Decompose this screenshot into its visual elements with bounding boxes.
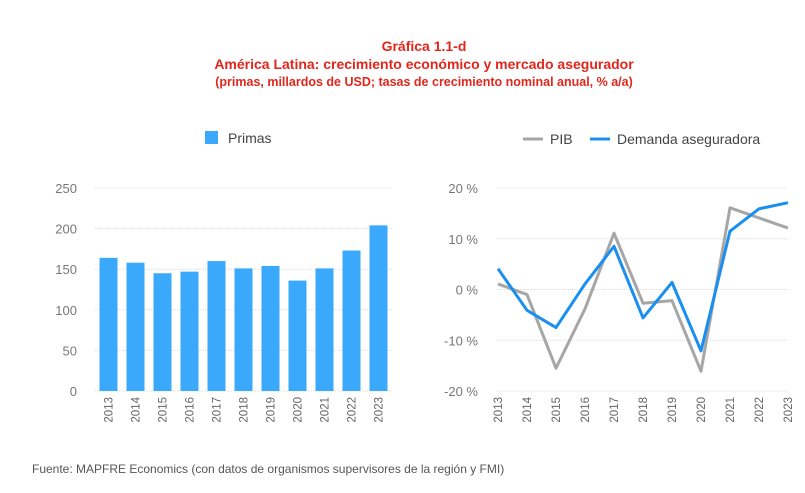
x-tick-label: 2013 [493, 397, 505, 423]
bar [261, 265, 280, 391]
chart-title: Gráfica 1.1-d [381, 38, 467, 54]
x-tick-label: 2017 [609, 397, 621, 423]
x-tick-label: 2021 [725, 397, 737, 423]
bar [288, 280, 307, 391]
bar [180, 271, 199, 391]
y-tick-label: 150 [55, 262, 77, 277]
x-tick-label: 2017 [212, 397, 224, 423]
bar [207, 261, 226, 391]
x-tick-label: 2021 [320, 397, 332, 423]
x-tick-label: 2013 [104, 397, 116, 423]
legend-label-primas: Primas [228, 130, 272, 146]
y-tick-label: 50 [63, 343, 77, 358]
source-note: Fuente: MAPFRE Economics (con datos de o… [32, 462, 505, 476]
x-tick-label: 2023 [374, 397, 386, 423]
y-tick-label: -20 % [444, 384, 478, 399]
bar [234, 268, 253, 391]
x-tick-label: 2014 [522, 396, 534, 422]
bar [315, 268, 334, 391]
x-tick-label: 2019 [266, 397, 278, 423]
legend-swatch-primas [205, 131, 218, 144]
bar [99, 257, 118, 391]
x-tick-label: 2023 [783, 397, 795, 423]
x-tick-label: 2022 [754, 397, 766, 423]
bar [153, 273, 172, 391]
y-tick-label: -10 % [444, 333, 478, 348]
y-tick-label: 250 [55, 181, 77, 196]
y-tick-label: 0 [70, 384, 77, 399]
chart-units: (primas, millardos de USD; tasas de crec… [215, 75, 633, 89]
x-tick-label: 2014 [131, 396, 143, 422]
x-tick-label: 2015 [158, 397, 170, 423]
x-tick-label: 2018 [638, 397, 650, 423]
x-tick-label: 2016 [580, 397, 592, 423]
x-tick-label: 2019 [667, 397, 679, 423]
x-tick-label: 2022 [347, 397, 359, 423]
x-tick-label: 2016 [185, 397, 197, 423]
legend-label-demanda: Demanda aseguradora [617, 131, 760, 147]
bar [342, 250, 361, 391]
x-tick-label: 2020 [293, 397, 305, 423]
x-tick-label: 2015 [551, 397, 563, 423]
legend-label-pib: PIB [550, 131, 573, 147]
y-tick-label: 20 % [448, 181, 478, 196]
y-tick-label: 0 % [456, 283, 479, 298]
chart-subtitle: América Latina: crecimiento económico y … [214, 56, 634, 72]
y-tick-label: 200 [55, 222, 77, 237]
y-tick-label: 10 % [448, 232, 478, 247]
x-tick-label: 2020 [696, 397, 708, 423]
x-tick-label: 2018 [239, 397, 251, 423]
bar [126, 262, 145, 391]
y-tick-label: 100 [55, 303, 77, 318]
bar [369, 225, 388, 391]
